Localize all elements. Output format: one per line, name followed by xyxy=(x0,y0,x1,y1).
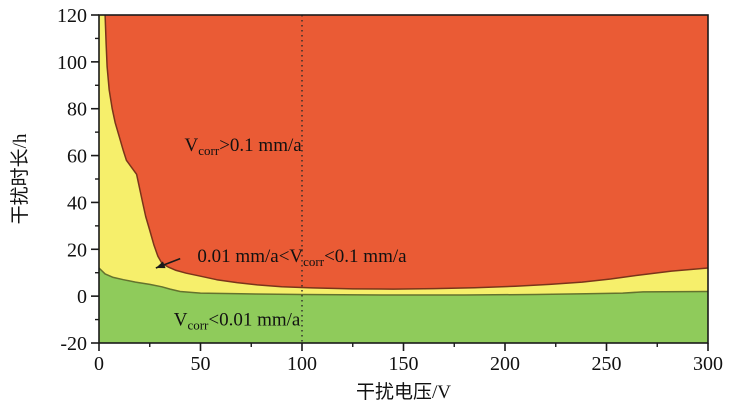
label-region-mid: 0.01 mm/a<Vcorr<0.1 mm/a xyxy=(197,246,407,269)
annotation-arrow-head xyxy=(155,261,166,269)
x-tick-label: 150 xyxy=(389,353,419,375)
y-tick-label: 120 xyxy=(57,5,87,27)
boundary-green-yellow xyxy=(98,267,709,296)
y-tick-label: 100 xyxy=(57,52,87,74)
x-axis: 0 50 100 150 200 250 300 xyxy=(94,343,723,375)
y-axis: -20 0 20 40 60 80 100 120 xyxy=(57,5,99,355)
x-tick-label: 100 xyxy=(287,353,317,375)
x-tick-label: 200 xyxy=(490,353,520,375)
x-tick-label: 250 xyxy=(592,353,622,375)
boundary-yellow-red xyxy=(104,14,709,290)
region-vcorr-above-0.1 xyxy=(105,15,709,290)
y-tick-label: 20 xyxy=(67,239,87,261)
region-vcorr-below-0.01 xyxy=(99,268,708,343)
y-tick-label: 0 xyxy=(77,286,87,308)
x-tick-label: 300 xyxy=(693,353,723,375)
y-tick-label: 80 xyxy=(67,99,87,121)
y-tick-label: 60 xyxy=(67,146,87,168)
x-tick-label: 0 xyxy=(94,353,104,375)
x-axis-title: 干扰电压/V xyxy=(356,381,451,403)
y-axis-title: 干扰时长/h xyxy=(9,133,31,224)
label-region-low: Vcorr<0.01 mm/a xyxy=(174,309,301,332)
y-tick-label: 40 xyxy=(67,192,87,214)
y-tick-label: -20 xyxy=(60,333,87,355)
x-tick-label: 50 xyxy=(191,353,211,375)
label-region-high: Vcorr>0.1 mm/a xyxy=(185,135,303,158)
